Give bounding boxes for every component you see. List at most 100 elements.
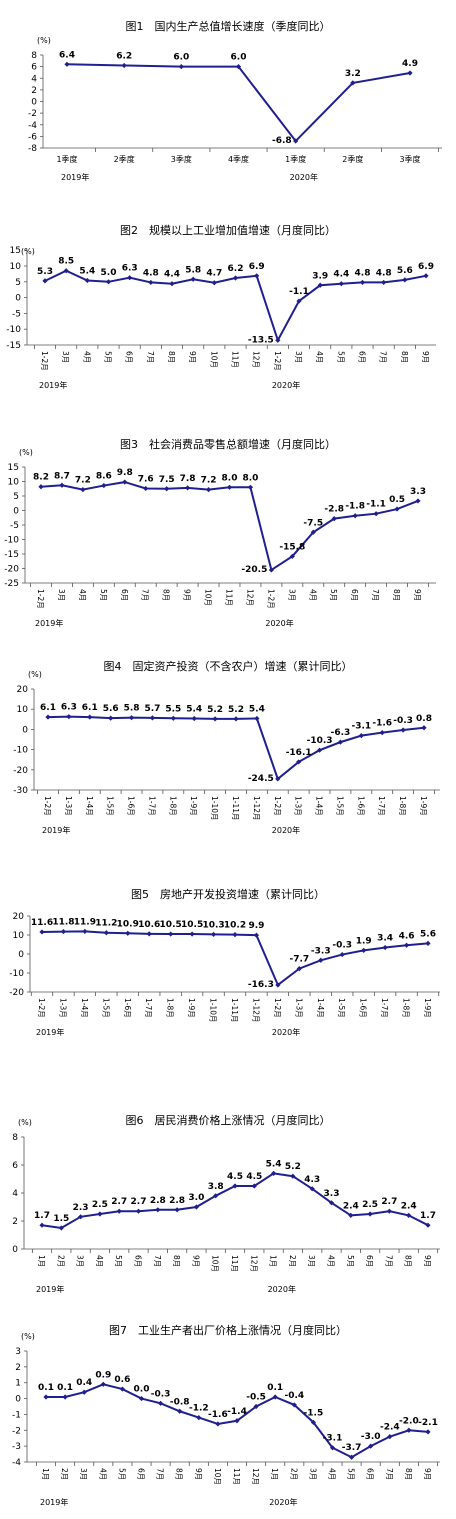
y-tick-label: -20: [4, 565, 19, 575]
data-point: [158, 1400, 164, 1406]
x-tick-label: 1-8月: [168, 796, 177, 816]
data-label: 6.4: [59, 50, 75, 60]
data-label: 4.5: [227, 1172, 243, 1182]
data-point: [211, 280, 217, 286]
chart-title: 图5 房地产开发投资增速（累计同比）: [131, 887, 325, 901]
data-point: [169, 281, 175, 287]
chart-3: 图3 社会消费品零售总额增速（月度同比） (%) -25 -20 -15 -10 -5 0 5 1…: [4, 437, 436, 628]
x-tick-label: 1-2月: [40, 351, 49, 371]
x-tick-label: 9月: [421, 351, 430, 363]
x-tick-label: 8月: [400, 351, 409, 363]
data-label: 11.9: [74, 917, 96, 927]
data-label: -3.0: [361, 1432, 381, 1442]
x-tick-label: 11月: [225, 589, 234, 606]
data-label: 7.2: [201, 476, 217, 486]
x-tick-label: 4月: [82, 351, 91, 363]
x-tick-label: 8月: [404, 1468, 413, 1480]
data-point: [253, 932, 260, 938]
x-tick-label: 3月: [294, 351, 303, 363]
y-tick-label: 0: [15, 1395, 21, 1405]
y-unit-label: (%): [18, 1118, 32, 1127]
x-tick-label: 8月: [162, 589, 171, 601]
x-tick-label: 1-2月: [43, 796, 52, 816]
data-point: [38, 484, 44, 490]
data-point: [329, 1445, 336, 1451]
data-point: [168, 931, 174, 937]
x-tick-label: 1-8月: [402, 998, 411, 1018]
y-tick-label: 8: [12, 1133, 18, 1143]
y-tick-label: -3: [12, 1442, 21, 1452]
data-label: 0.8: [416, 714, 432, 724]
data-point: [386, 1208, 392, 1214]
data-point: [406, 1212, 412, 1218]
y-tick-label: -20: [13, 766, 28, 776]
chart-title: 图2 规模以上工业增加值增速（月度同比）: [120, 223, 336, 237]
data-point: [407, 70, 413, 76]
data-label: 5.3: [37, 267, 53, 277]
data-point: [348, 1212, 354, 1218]
data-point: [146, 931, 152, 937]
data-point: [105, 279, 112, 285]
x-tick-label: 1季度: [56, 154, 77, 164]
data-label: 4.7: [206, 269, 222, 279]
data-label: 2.7: [111, 1197, 127, 1207]
data-point: [45, 714, 51, 720]
data-label: 3.3: [410, 487, 426, 497]
y-tick-label: -2: [28, 109, 37, 119]
data-label: 4.8: [376, 268, 392, 278]
data-label: 6.2: [116, 51, 132, 61]
data-label: 1.5: [53, 1214, 69, 1224]
x-tick-label: 5月: [336, 351, 345, 363]
data-point: [402, 277, 408, 283]
x-tick-label: 12月: [245, 589, 254, 606]
data-point: [235, 64, 242, 70]
x-tick-label: 3月: [79, 1468, 88, 1480]
y-tick-label: -5: [10, 521, 19, 531]
x-tick-label: 1-3月: [64, 796, 73, 816]
x-tick-label: 5月: [329, 589, 338, 601]
data-point: [290, 1173, 296, 1179]
x-tick-label: 1-3月: [58, 998, 67, 1018]
data-label: 2.8: [169, 1196, 185, 1206]
x-tick-label: 1-9月: [419, 796, 428, 816]
x-tick-label: 9月: [188, 351, 197, 363]
data-point: [80, 487, 86, 493]
x-tick-label: 4月: [308, 589, 317, 601]
data-point: [309, 1186, 315, 1192]
data-label: 2.5: [362, 1200, 378, 1210]
x-tick-label: 8月: [172, 1255, 181, 1267]
data-label: -3.1: [323, 1434, 343, 1444]
year-label: 2019年: [36, 1027, 64, 1037]
data-label: 0.9: [95, 1370, 111, 1380]
year-label: 2020年: [272, 1027, 300, 1037]
data-point: [128, 715, 135, 721]
y-tick-label: -6: [28, 132, 37, 142]
data-label: 4.3: [304, 1175, 320, 1185]
x-tick-label: 1-3月: [294, 998, 303, 1018]
data-label: 2.7: [131, 1197, 147, 1207]
data-label: -2.1: [418, 1418, 438, 1428]
data-label: 7.6: [138, 474, 154, 484]
y-tick-label: 15: [10, 246, 21, 256]
data-point: [78, 1214, 84, 1220]
x-tick-label: 1-11月: [231, 796, 240, 821]
x-tick-label: 6月: [137, 1468, 146, 1480]
x-tick-label: 1-7月: [377, 796, 386, 816]
data-point: [58, 1225, 64, 1231]
data-point: [337, 739, 344, 745]
x-tick-label: 6月: [120, 589, 129, 601]
data-point: [143, 485, 149, 492]
x-tick-label: 1-2月: [266, 589, 275, 609]
data-point: [251, 1183, 257, 1189]
x-tick-label: 1-2月: [273, 351, 282, 371]
x-tick-label: 1-12月: [252, 796, 261, 821]
x-tick-label: 1-5月: [337, 998, 346, 1018]
data-point: [232, 1183, 238, 1189]
y-tick-label: 20: [13, 912, 25, 922]
data-label: -1.4: [227, 1407, 247, 1417]
data-point: [127, 275, 133, 281]
x-tick-label: 4季度: [228, 154, 249, 164]
x-tick-label: 1-5月: [106, 796, 115, 816]
y-unit-label: (%): [37, 36, 51, 45]
x-tick-label: 3月: [287, 589, 296, 601]
